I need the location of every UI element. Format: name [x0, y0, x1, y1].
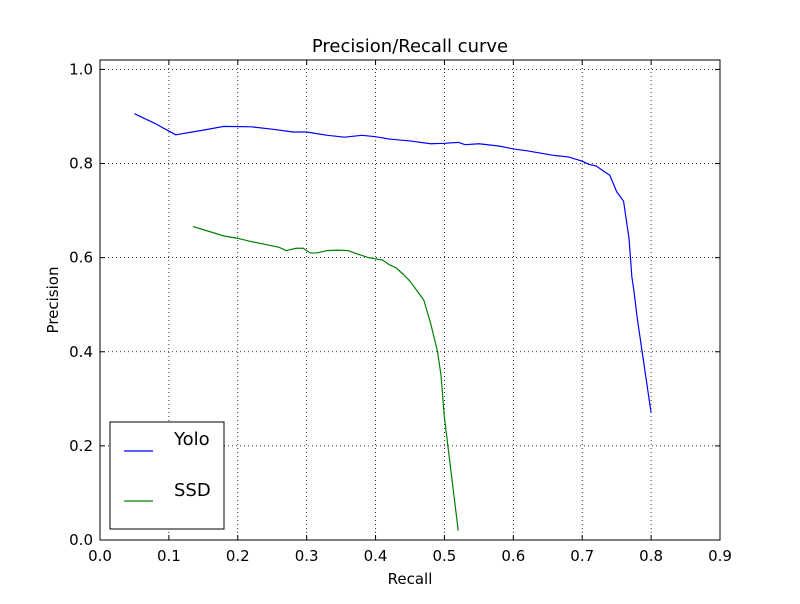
y-tick-label: 0.4	[69, 343, 93, 361]
legend-box	[109, 421, 225, 530]
x-tick-label: 0.2	[226, 547, 250, 565]
axis-ticks: 0.0 0.1 0.2 0.3 0.4 0.5 0.6 0.7 0.8 0.9 0.0 0.2 0.4 0…	[69, 60, 732, 565]
legend-label-ssd: SSD	[174, 480, 211, 501]
y-tick-label: 0.8	[69, 155, 93, 173]
x-tick-label: 0.5	[433, 547, 457, 565]
x-tick-label: 0.1	[157, 547, 181, 565]
x-tick-label: 0.0	[88, 547, 112, 565]
x-tick-label: 0.8	[639, 547, 663, 565]
grid-lines	[100, 60, 720, 540]
series-lines	[134, 113, 652, 531]
x-tick-label: 0.4	[364, 547, 388, 565]
x-tick-label: 0.3	[295, 547, 319, 565]
x-axis-label: Recall	[388, 570, 433, 588]
y-tick-label: 1.0	[69, 60, 93, 78]
y-tick-label: 0.2	[69, 437, 93, 455]
plot-frame	[99, 59, 721, 541]
legend-label-yolo: Yolo	[173, 429, 210, 450]
series-line-ssd	[192, 226, 459, 531]
chart-title: Precision/Recall curve	[312, 36, 508, 57]
x-tick-label: 0.7	[570, 547, 594, 565]
series-line-yolo	[134, 113, 652, 414]
y-tick-label: 0.6	[69, 249, 93, 267]
y-axis-label: Precision	[44, 267, 62, 334]
legend: Yolo SSD	[109, 421, 225, 530]
y-tick-label: 0.0	[69, 531, 93, 549]
x-tick-label: 0.9	[708, 547, 732, 565]
x-tick-label: 0.6	[501, 547, 525, 565]
